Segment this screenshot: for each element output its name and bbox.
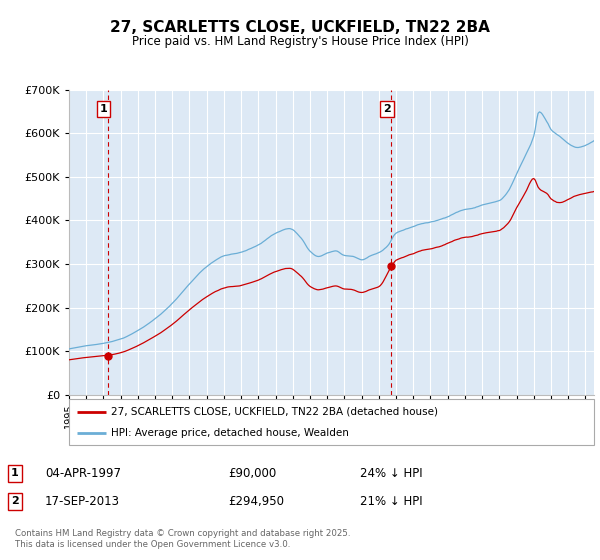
Text: Price paid vs. HM Land Registry's House Price Index (HPI): Price paid vs. HM Land Registry's House … [131, 35, 469, 48]
Text: HPI: Average price, detached house, Wealden: HPI: Average price, detached house, Weal… [111, 428, 349, 438]
Text: £294,950: £294,950 [228, 494, 284, 508]
Text: 2: 2 [11, 496, 19, 506]
FancyBboxPatch shape [69, 399, 594, 445]
Text: Contains HM Land Registry data © Crown copyright and database right 2025.
This d: Contains HM Land Registry data © Crown c… [15, 529, 350, 549]
Text: 27, SCARLETTS CLOSE, UCKFIELD, TN22 2BA: 27, SCARLETTS CLOSE, UCKFIELD, TN22 2BA [110, 20, 490, 35]
Text: 2: 2 [383, 104, 391, 114]
Text: 21% ↓ HPI: 21% ↓ HPI [360, 494, 422, 508]
Text: £90,000: £90,000 [228, 466, 276, 480]
Text: 04-APR-1997: 04-APR-1997 [45, 466, 121, 480]
Text: 27, SCARLETTS CLOSE, UCKFIELD, TN22 2BA (detached house): 27, SCARLETTS CLOSE, UCKFIELD, TN22 2BA … [111, 407, 438, 417]
Text: 1: 1 [11, 468, 19, 478]
Text: 1: 1 [100, 104, 107, 114]
Text: 17-SEP-2013: 17-SEP-2013 [45, 494, 120, 508]
Text: 24% ↓ HPI: 24% ↓ HPI [360, 466, 422, 480]
